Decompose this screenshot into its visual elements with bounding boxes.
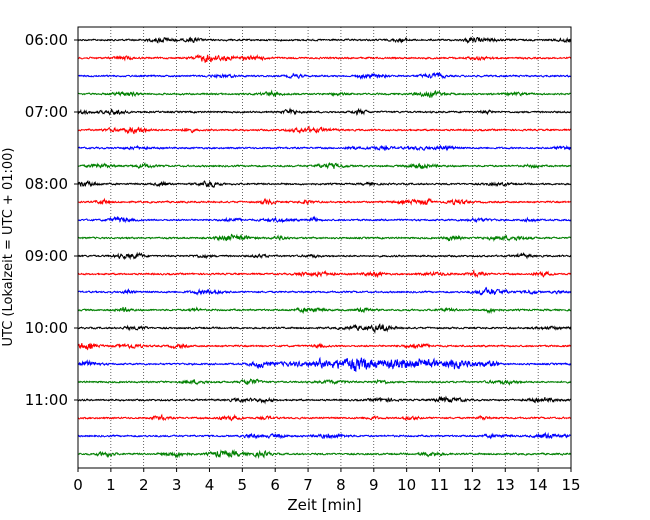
x-tick-label: 11 [430, 476, 449, 494]
trace-line [77, 36, 572, 45]
trace-line [77, 251, 572, 261]
trace-line [77, 378, 572, 386]
trace-line [77, 449, 572, 459]
y-tick-label: 10:00 [25, 319, 68, 337]
trace-line [77, 233, 572, 243]
plot-frame [77, 26, 572, 469]
x-tick-label: 15 [561, 476, 580, 494]
x-tick-label: 9 [369, 476, 379, 494]
x-tick-label: 10 [397, 476, 416, 494]
x-tick-label: 7 [303, 476, 313, 494]
y-tick-label: 09:00 [25, 247, 68, 265]
trace-line [77, 53, 572, 63]
y-axis: 06:00 07:00 08:00 09:00 10:00 11:00 [25, 31, 78, 409]
trace-line [77, 342, 572, 351]
trace-line [77, 356, 572, 373]
trace-line [77, 180, 572, 188]
y-tick-label: 08:00 [25, 175, 68, 193]
y-axis-label: UTC (Lokalzeit = UTC + 01:00) [1, 148, 16, 347]
x-tick-label: 13 [496, 476, 515, 494]
x-tick-label: 5 [238, 476, 248, 494]
x-tick-label: 12 [463, 476, 482, 494]
x-tick-label: 2 [139, 476, 149, 494]
trace-line [77, 286, 572, 296]
x-tick-label: 0 [73, 476, 83, 494]
trace-line [77, 269, 572, 279]
trace-line [77, 395, 572, 405]
x-axis-label: Zeit [min] [287, 496, 361, 514]
trace-line [77, 413, 572, 422]
trace-line [77, 215, 572, 224]
y-tick-label: 07:00 [25, 103, 68, 121]
x-tick-label: 3 [172, 476, 182, 494]
trace-line [77, 323, 572, 334]
y-tick-label: 06:00 [25, 31, 68, 49]
y-tick-label: 11:00 [25, 391, 68, 409]
x-tick-label: 6 [270, 476, 280, 494]
x-tick-label: 1 [106, 476, 116, 494]
trace-line [77, 197, 572, 206]
trace-line [77, 431, 572, 440]
traces-group [77, 36, 572, 459]
x-tick-label: 4 [205, 476, 215, 494]
trace-line [77, 162, 572, 170]
x-tick-label: 14 [529, 476, 548, 494]
x-tick-label: 8 [336, 476, 346, 494]
trace-line [77, 125, 572, 135]
trace-line [77, 89, 572, 99]
trace-line [77, 306, 572, 315]
trace-line [77, 71, 572, 80]
trace-line [77, 107, 572, 116]
trace-line [77, 144, 572, 152]
x-axis: 0 1 2 3 4 5 6 7 8 9 10 11 12 13 14 15 [73, 468, 581, 494]
